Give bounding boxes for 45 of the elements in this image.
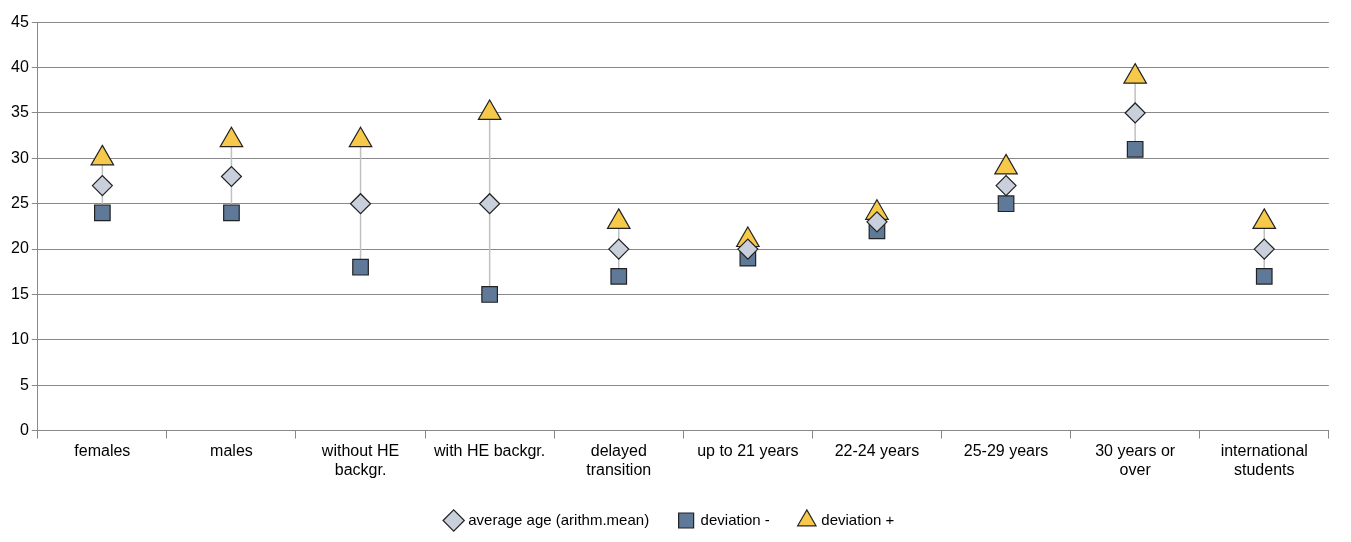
x-tick-label: with HE backgr. bbox=[433, 441, 546, 459]
x-tick-label: international students bbox=[1220, 441, 1308, 478]
x-tick-label: 30 years or over bbox=[1095, 441, 1176, 478]
point bbox=[352, 258, 369, 276]
point bbox=[866, 211, 888, 233]
point bbox=[91, 174, 113, 197]
y-tick-label: 45 bbox=[11, 12, 29, 30]
point bbox=[223, 204, 240, 222]
point bbox=[1255, 267, 1273, 285]
x-tick-label: 25-29 years bbox=[963, 441, 1049, 459]
point bbox=[1126, 140, 1144, 158]
point bbox=[1253, 238, 1275, 260]
point bbox=[90, 144, 115, 166]
legend-label: average age (arithm.mean) bbox=[468, 510, 650, 528]
x-tick-label: without HE backgr. bbox=[320, 441, 400, 478]
point bbox=[477, 99, 502, 121]
y-tick-label: 10 bbox=[11, 330, 29, 348]
legend-label: deviation - bbox=[700, 510, 770, 528]
y-tick-label: 30 bbox=[11, 148, 29, 166]
y-tick-label: 25 bbox=[11, 194, 29, 212]
legend-label: deviation + bbox=[821, 510, 895, 528]
x-tick-label: up to 21 years bbox=[697, 441, 799, 459]
x-tick-label: 22-24 years bbox=[834, 441, 920, 459]
point bbox=[608, 238, 630, 260]
point bbox=[348, 126, 373, 148]
y-tick-label: 0 bbox=[19, 421, 29, 439]
x-tick-label: males bbox=[210, 441, 253, 459]
point bbox=[219, 126, 244, 148]
y-tick-label: 35 bbox=[11, 103, 29, 121]
point bbox=[93, 204, 111, 222]
point bbox=[610, 267, 628, 285]
y-tick-label: 15 bbox=[11, 284, 29, 302]
point bbox=[481, 286, 499, 303]
point bbox=[737, 238, 759, 260]
point bbox=[995, 174, 1017, 197]
x-tick-label: females bbox=[74, 441, 131, 459]
y-tick-label: 5 bbox=[19, 375, 29, 393]
y-tick-label: 20 bbox=[11, 239, 29, 257]
point bbox=[997, 195, 1015, 213]
point bbox=[1123, 63, 1148, 84]
x-tick-label: delayed transition bbox=[586, 441, 652, 478]
point bbox=[479, 193, 501, 215]
y-tick-label: 40 bbox=[11, 57, 29, 75]
point bbox=[220, 165, 243, 188]
point bbox=[349, 193, 372, 215]
